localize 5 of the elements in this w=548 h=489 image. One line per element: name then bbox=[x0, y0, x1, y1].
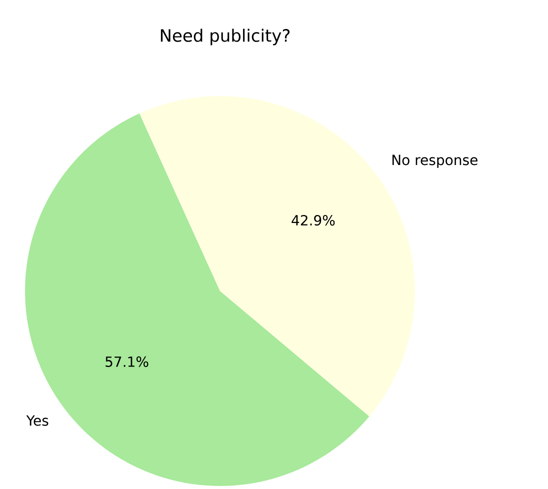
slice-label: No response bbox=[392, 154, 478, 168]
slice-label: Yes bbox=[26, 415, 48, 426]
data-label: 42.9% bbox=[292, 214, 335, 226]
data-label: 57.1% bbox=[106, 356, 148, 367]
chart-title: Need publicity? bbox=[160, 28, 290, 46]
